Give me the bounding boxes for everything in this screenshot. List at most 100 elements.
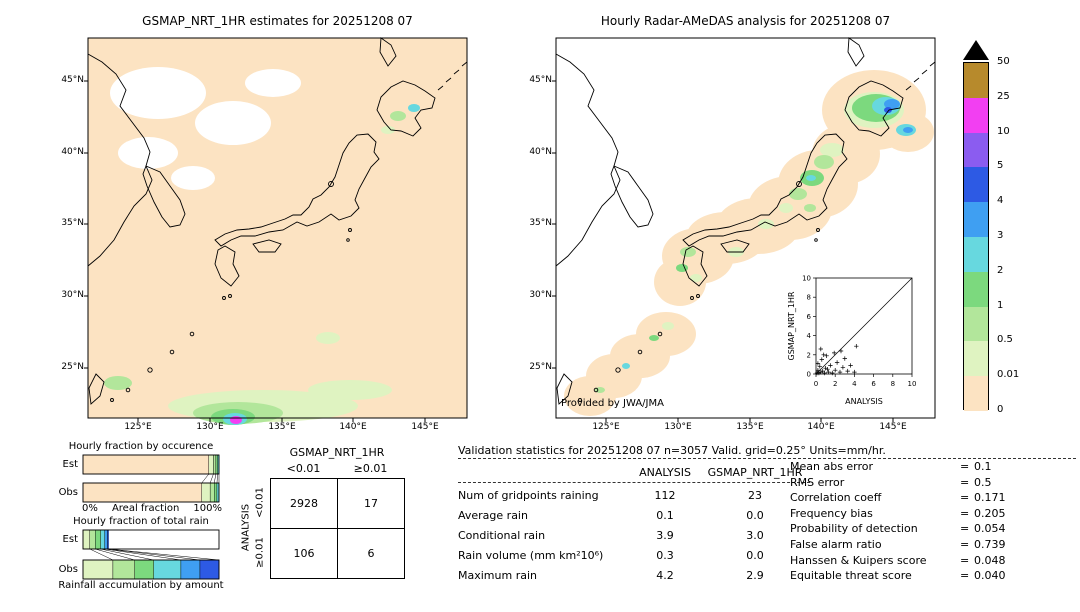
colorbar-tick-label: 0.01 (997, 369, 1020, 381)
scatter-point (816, 370, 822, 376)
bar-segment (95, 548, 135, 561)
row-label: Rain volume (mm km²10⁶) (458, 548, 604, 562)
scatter-plot: ANALYSIS GSMAP_NRT_1HR 00 2 2 4 4 6 6 8 8 10 10 (787, 275, 917, 407)
lon-tick-label: 125°E (592, 422, 620, 432)
total-rain-caption: Rainfall accumulation by amount (58, 580, 224, 591)
score-label: Frequency bias (790, 506, 873, 520)
lon-tick-label: 125°E (124, 422, 152, 432)
map-frame (555, 37, 936, 419)
score-value: 0.171 (974, 491, 1006, 505)
scatter-point (820, 368, 825, 374)
colorbar-segment (964, 132, 988, 168)
divider (458, 482, 810, 483)
scatter-inset: ANALYSIS GSMAP_NRT_1HR 0 0 2 2 4 4 6 6 8 8 10 10 (786, 270, 928, 416)
bar-segment (89, 548, 114, 561)
lon-tick-label: 130°E (196, 422, 224, 432)
bar-segment (201, 482, 211, 503)
bar-segment (82, 482, 202, 503)
bar-segment (216, 473, 218, 484)
x-tick-label: 0 (814, 380, 818, 388)
equals-sign: = (960, 537, 970, 551)
bar-segment (104, 548, 181, 561)
colorbar-tick-label: 50 (997, 56, 1010, 67)
occurrence-title: Hourly fraction by occurence (68, 441, 214, 452)
bar-segment (82, 529, 91, 550)
validation-statistics: Validation statistics for 20251208 07 n=… (458, 444, 1078, 582)
score-value: 0.040 (974, 569, 1006, 583)
total-rain-fraction-chart: Hourly fraction of total rain Est Obs Ra… (52, 516, 230, 593)
scatter-point (817, 364, 822, 369)
x-tick-label: 10 (908, 380, 917, 388)
scatter-point (821, 352, 826, 357)
scatter-point (826, 369, 831, 375)
contingency-cell: 106 (270, 528, 338, 579)
scatter-point (852, 369, 857, 375)
colorbar-segment (964, 341, 988, 377)
score-label: Mean abs error (790, 460, 874, 473)
score-label: Hanssen & Kuipers score (790, 553, 927, 567)
col-header-analysis: ANALYSIS (639, 465, 691, 479)
validation-table: ANALYSIS GSMAP_NRT_1HR Num of gridpoints… (458, 464, 810, 585)
bar-segment (208, 454, 214, 475)
y-tick-label: 0 (807, 371, 811, 379)
scatter-point (833, 368, 838, 373)
score-list: Mean abs error = 0.1 RMS error = 0.5 Correla… (790, 459, 1076, 584)
score-row: RMS error = 0.5 (790, 475, 1076, 491)
lon-tick-label: 140°E (339, 422, 367, 432)
contingency-cell: 6 (337, 528, 405, 579)
row-value: 0.0 (746, 508, 764, 522)
occurrence-fraction-chart: Hourly fraction by occurence Est Obs 0% … (52, 441, 230, 516)
bar-segment (82, 559, 220, 580)
table-row: Maximum rain 4.2 2.9 (458, 565, 810, 585)
colorbar-segment (964, 202, 988, 237)
inset-ylabel: GSMAP_NRT_1HR (787, 291, 796, 360)
validation-title: Validation statistics for 20251208 07 n=… (458, 444, 886, 457)
lat-tick-label: 30°N (529, 290, 552, 300)
scatter-point (848, 363, 853, 368)
lat-tick-label: 30°N (61, 290, 84, 300)
row-value: 0.1 (656, 508, 674, 522)
colorbar-segment (964, 97, 988, 133)
contingency-row-axis: ANALYSIS (240, 503, 252, 552)
equals-sign: = (960, 522, 970, 536)
bar-segment (153, 559, 182, 580)
bar-segment (180, 559, 201, 580)
scatter-point (832, 350, 837, 356)
colorbar-tick-label: 25 (997, 90, 1010, 102)
bar-segment (95, 529, 101, 550)
data-credit: Provided by JWA/JMA (561, 398, 664, 409)
one-to-one-line (815, 277, 913, 375)
x-tick-label: 2 (833, 380, 837, 388)
row-label: Num of gridpoints raining (458, 488, 599, 502)
score-value: 0.054 (974, 522, 1006, 536)
contingency-cell: 17 (337, 478, 405, 529)
lon-tick-label: 140°E (807, 422, 835, 432)
colorbar-tick-label: 2 (997, 264, 1004, 276)
no-data-patches (110, 67, 301, 190)
row-value: 23 (748, 488, 762, 502)
scatter-point (815, 368, 821, 373)
row-value: 0.0 (746, 548, 764, 562)
y-tick-label: 2 (807, 351, 811, 359)
lat-tick-label: 40°N (61, 147, 84, 157)
colorbar-segment (964, 271, 988, 307)
row-label: Average rain (458, 508, 528, 522)
scatter-point (830, 370, 835, 376)
colorbar-segment (964, 306, 988, 342)
score-row: Correlation coeff = 0.171 (790, 490, 1076, 506)
colorbar-tick-label: 0.5 (997, 334, 1013, 346)
contingency-cell: 2928 (270, 478, 338, 529)
lon-tick-label: 130°E (664, 422, 692, 432)
bar-segment (107, 529, 110, 550)
colorbar-scale (963, 62, 989, 411)
x-tick-label: 4 (852, 380, 857, 388)
bar-segment (201, 473, 209, 484)
score-label: Equitable threat score (790, 569, 912, 583)
bar-segment (213, 454, 217, 475)
colorbar-tick-label: 0 (997, 404, 1004, 415)
contingency-col-label: <0.01 (286, 462, 321, 475)
gsmap-estimate-map: GSMAP_NRT_1HR estimates for 20251208 07 (61, 14, 468, 432)
lat-tick-label: 25°N (529, 362, 552, 372)
scatter-point (825, 367, 830, 372)
score-value: 0.739 (974, 537, 1006, 551)
